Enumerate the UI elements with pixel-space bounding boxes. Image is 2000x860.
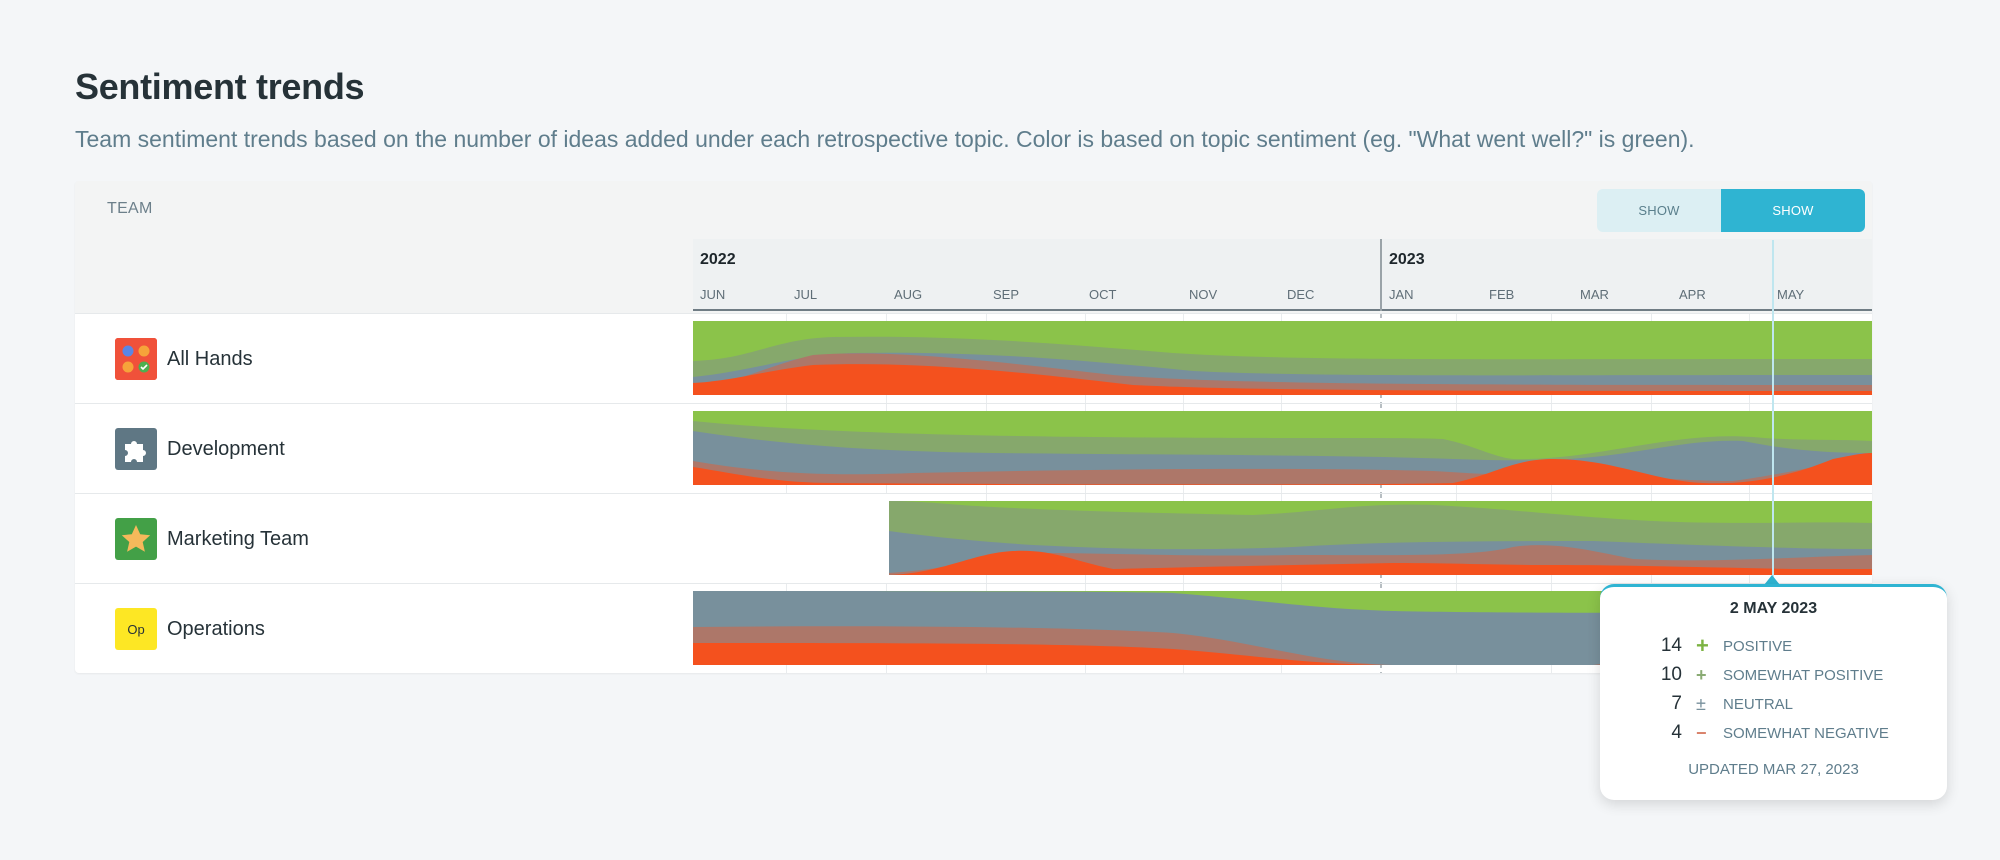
month-label: FEB xyxy=(1489,287,1515,302)
minus-icon: − xyxy=(1696,723,1707,743)
sentiment-tooltip: 2 MAY 2023 14 + POSITIVE 10 + SOMEWHAT P… xyxy=(1600,584,1947,800)
sentiment-streamgraph[interactable] xyxy=(693,411,1872,485)
team-name[interactable]: Marketing Team xyxy=(167,528,309,550)
month-label: OCT xyxy=(1089,287,1117,302)
month-label: MAR xyxy=(1580,287,1609,302)
sentiment-streamgraph[interactable] xyxy=(693,591,1872,665)
team-column-header: TEAM xyxy=(107,200,153,217)
page-subtitle: Team sentiment trends based on the numbe… xyxy=(75,126,1695,152)
tooltip-updated: UPDATED MAR 27, 2023 xyxy=(1688,761,1859,778)
team-name[interactable]: Development xyxy=(167,438,285,460)
team-name[interactable]: Operations xyxy=(167,618,265,640)
hover-cursor-line xyxy=(1772,240,1774,585)
team-name[interactable]: All Hands xyxy=(167,348,253,370)
month-label: JUN xyxy=(700,287,726,302)
show-average-button[interactable]: SHOW AVERAGE xyxy=(1597,189,1721,232)
tooltip-label: NEUTRAL xyxy=(1723,696,1794,713)
month-label: NOV xyxy=(1189,287,1218,302)
plus-icon: + xyxy=(1696,633,1709,658)
month-label: APR xyxy=(1679,287,1706,302)
tooltip-count: 10 xyxy=(1660,664,1682,685)
initials-icon: Op xyxy=(115,608,157,650)
plus-minus-icon: ± xyxy=(1696,694,1706,714)
plus-icon: + xyxy=(1696,665,1707,685)
tooltip-count: 14 xyxy=(1660,635,1682,656)
page-title: Sentiment trends xyxy=(75,66,365,107)
team-row-development[interactable]: Development xyxy=(75,403,1872,494)
month-label: JAN xyxy=(1389,287,1414,302)
tooltip-row-somewhat-positive: 10 + SOMEWHAT POSITIVE xyxy=(1600,664,1947,688)
timeline-header: 2022 2023 JUN JUL AUG SEP OCT NOV DEC JA… xyxy=(693,239,1872,311)
tooltip-row-somewhat-negative: 4 − SOMEWHAT NEGATIVE xyxy=(1600,722,1947,746)
month-label: SEP xyxy=(993,287,1020,302)
year-divider xyxy=(1380,239,1382,311)
month-label: DEC xyxy=(1287,287,1315,302)
sentiment-streamgraph[interactable] xyxy=(693,321,1872,395)
sentiment-table: TEAM SHOW AVERAGE SHOW BREAKDOWN 2022 20… xyxy=(75,181,1872,673)
grid-emoji-icon xyxy=(115,338,157,380)
month-label: AUG xyxy=(894,287,923,302)
view-toggle: SHOW AVERAGE SHOW BREAKDOWN xyxy=(1597,189,1865,232)
show-breakdown-button[interactable]: SHOW BREAKDOWN xyxy=(1721,189,1865,232)
team-row-all-hands[interactable]: All Hands xyxy=(75,313,1872,404)
year-label: 2023 xyxy=(1389,251,1425,268)
team-row-operations[interactable]: Op Operations xyxy=(75,583,1872,673)
tooltip-count: 4 xyxy=(1671,722,1682,743)
tooltip-date: 2 MAY 2023 xyxy=(1729,600,1818,617)
year-label: 2022 xyxy=(700,251,736,268)
tooltip-row-neutral: 7 ± NEUTRAL xyxy=(1600,693,1947,717)
tooltip-label: SOMEWHAT POSITIVE xyxy=(1723,667,1884,684)
month-label: JUL xyxy=(794,287,818,302)
sentiment-streamgraph[interactable] xyxy=(693,501,1872,575)
tooltip-count: 7 xyxy=(1671,693,1682,714)
team-row-marketing-team[interactable]: Marketing Team xyxy=(75,493,1872,584)
tooltip-label: POSITIVE xyxy=(1723,638,1793,655)
month-label: MAY xyxy=(1777,287,1805,302)
tooltip-arrow xyxy=(1764,575,1780,585)
tooltip-label: SOMEWHAT NEGATIVE xyxy=(1723,725,1889,742)
star-icon xyxy=(115,518,157,560)
tooltip-row-positive: 14 + POSITIVE xyxy=(1600,633,1947,659)
puzzle-icon xyxy=(115,428,157,470)
